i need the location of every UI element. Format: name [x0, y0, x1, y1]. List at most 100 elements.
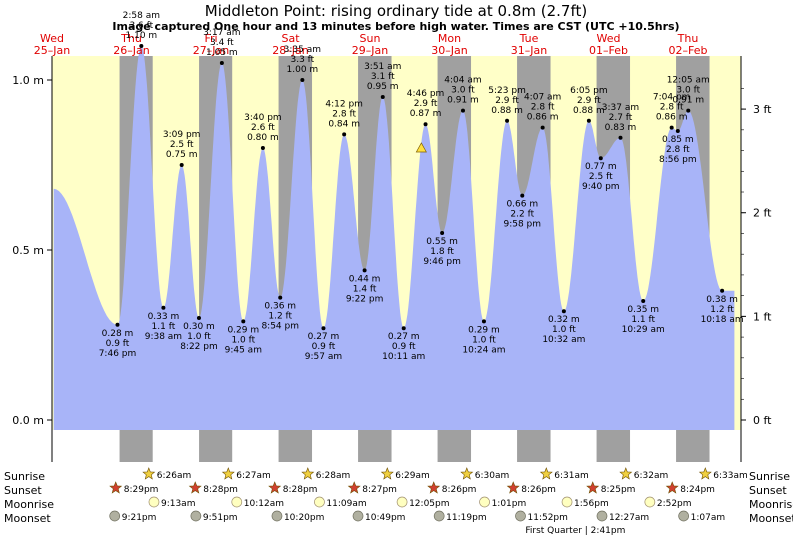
- low-tide-label: 0.28 m: [102, 329, 134, 339]
- day-label-dow: Tue: [519, 32, 539, 45]
- y-right-tick-label: 1 ft: [753, 310, 772, 323]
- high-tide-label: 3.0 ft: [676, 86, 700, 96]
- low-tide-label: 0.27 m: [308, 332, 340, 342]
- moonrise-time: 1:56pm: [574, 499, 609, 509]
- sunrise-time: 6:27am: [236, 471, 271, 481]
- moonset-time: 9:51pm: [203, 513, 238, 523]
- low-tide-label: 1.0 ft: [231, 335, 255, 345]
- sunrise-icon: [301, 467, 315, 480]
- moonset-row-label: Moonset: [4, 512, 51, 525]
- current-tide-marker: [415, 142, 427, 153]
- low-tide-label: 1.4 ft: [353, 284, 377, 294]
- low-tide-point: [561, 309, 566, 314]
- high-tide-point: [505, 118, 510, 123]
- high-tide-point: [260, 146, 265, 150]
- sunset-time: 8:26pm: [521, 485, 556, 495]
- low-tide-label: 10:11 am: [382, 352, 425, 362]
- moonrise-icon: [396, 496, 408, 508]
- moonrise-time: 12:05pm: [409, 499, 449, 509]
- sunrise-icon: [142, 467, 156, 480]
- day-label-dow: Thu: [120, 32, 142, 45]
- sunrise-time: 6:33am: [713, 471, 748, 481]
- day-label-dow: Wed: [597, 32, 621, 45]
- high-tide-label: 3:40 pm: [244, 113, 282, 123]
- sunset-row-label: Sunset: [4, 484, 42, 497]
- sunset-time: 8:26pm: [442, 485, 477, 495]
- low-tide-point: [675, 129, 680, 133]
- sunset-time: 8:28pm: [283, 485, 318, 495]
- y-left-tick-label: 0.5 m: [12, 244, 44, 257]
- high-tide-point: [423, 122, 428, 127]
- low-tide-point: [520, 193, 525, 198]
- high-tide-label: 3:35 am: [284, 45, 321, 55]
- low-tide-point: [481, 319, 486, 324]
- high-tide-label: 3:37 am: [602, 103, 639, 113]
- low-tide-label: 9:46 pm: [423, 257, 461, 267]
- low-tide-label: 0.9 ft: [392, 342, 416, 352]
- sunset-icon: [427, 481, 441, 494]
- low-tide-label: 8:22 pm: [180, 342, 218, 352]
- moonset-icon: [190, 510, 202, 522]
- low-tide-label: 0.33 m: [148, 312, 180, 322]
- sunset-time: 8:28pm: [203, 485, 238, 495]
- moonset-time: 10:20pm: [284, 513, 324, 523]
- low-tide-label: 1.2 ft: [710, 305, 734, 315]
- moonset-time: 1:07am: [691, 513, 726, 523]
- y-left-tick-label: 1.0 m: [12, 74, 44, 87]
- high-tide-label: 4:04 am: [444, 76, 481, 86]
- high-tide-point: [139, 44, 144, 48]
- sunset-icon: [188, 481, 202, 494]
- low-tide-label: 0.27 m: [388, 332, 420, 342]
- low-tide-label: 8:54 pm: [261, 322, 299, 332]
- moonrise-row-label-right: Moonrise: [749, 498, 793, 511]
- moonset-icon: [109, 510, 121, 522]
- y-right-tick-label: 3 ft: [753, 103, 772, 116]
- moonrise-icon: [644, 496, 656, 508]
- high-tide-label: 4:12 pm: [325, 99, 363, 109]
- high-tide-label: 1.00 m: [287, 65, 319, 75]
- high-tide-label: 2.5 ft: [170, 140, 194, 150]
- low-tide-point: [321, 326, 326, 331]
- high-tide-point: [686, 108, 691, 113]
- high-tide-point: [586, 118, 591, 123]
- low-tide-label: 10:29 am: [622, 325, 665, 335]
- low-tide-label: 9:22 pm: [346, 294, 384, 304]
- high-tide-label: 3.4 ft: [210, 38, 234, 48]
- high-tide-point: [219, 61, 224, 65]
- low-tide-label: 0.36 m: [264, 302, 296, 312]
- sunset-time: 8:29pm: [124, 485, 159, 495]
- high-tide-label: 3:09 pm: [163, 130, 201, 140]
- high-tide-label: 3.6 ft: [129, 21, 153, 31]
- sunrise-icon: [380, 467, 394, 480]
- low-tide-point: [241, 319, 246, 324]
- low-tide-label: 10:24 am: [462, 345, 505, 355]
- low-tide-label: 0.29 m: [468, 325, 500, 335]
- low-tide-label: 0.44 m: [349, 274, 381, 284]
- high-tide-label: 4:46 pm: [407, 89, 445, 99]
- day-label-dow: Sat: [281, 32, 300, 45]
- high-tide-label: 3.1 ft: [371, 72, 395, 82]
- high-tide-label: 2.8 ft: [332, 109, 356, 119]
- low-tide-label: 1.8 ft: [430, 247, 454, 257]
- low-tide-label: 0.55 m: [426, 237, 458, 247]
- sunset-icon: [109, 481, 123, 494]
- moonset-time: 12:27am: [609, 513, 649, 523]
- sunrise-row-label-right: Sunrise: [749, 470, 790, 483]
- day-label-date: 02–Feb: [669, 44, 708, 57]
- day-label-date: 29–Jan: [352, 44, 388, 57]
- moonset-icon: [271, 510, 283, 522]
- sunrise-icon: [698, 467, 712, 480]
- high-tide-label: 2:58 am: [123, 11, 160, 21]
- moonrise-time: 10:12am: [244, 499, 284, 509]
- low-tide-point: [161, 305, 166, 310]
- sunrise-icon: [221, 467, 235, 480]
- moonrise-icon: [561, 496, 573, 508]
- high-tide-point: [540, 125, 545, 130]
- low-tide-label: 0.9 ft: [106, 339, 130, 349]
- sunset-icon: [268, 481, 282, 494]
- sunset-icon: [586, 481, 600, 494]
- moonset-time: 9:21pm: [122, 513, 157, 523]
- sunrise-icon: [539, 467, 553, 480]
- moonrise-time: 2:52pm: [657, 499, 692, 509]
